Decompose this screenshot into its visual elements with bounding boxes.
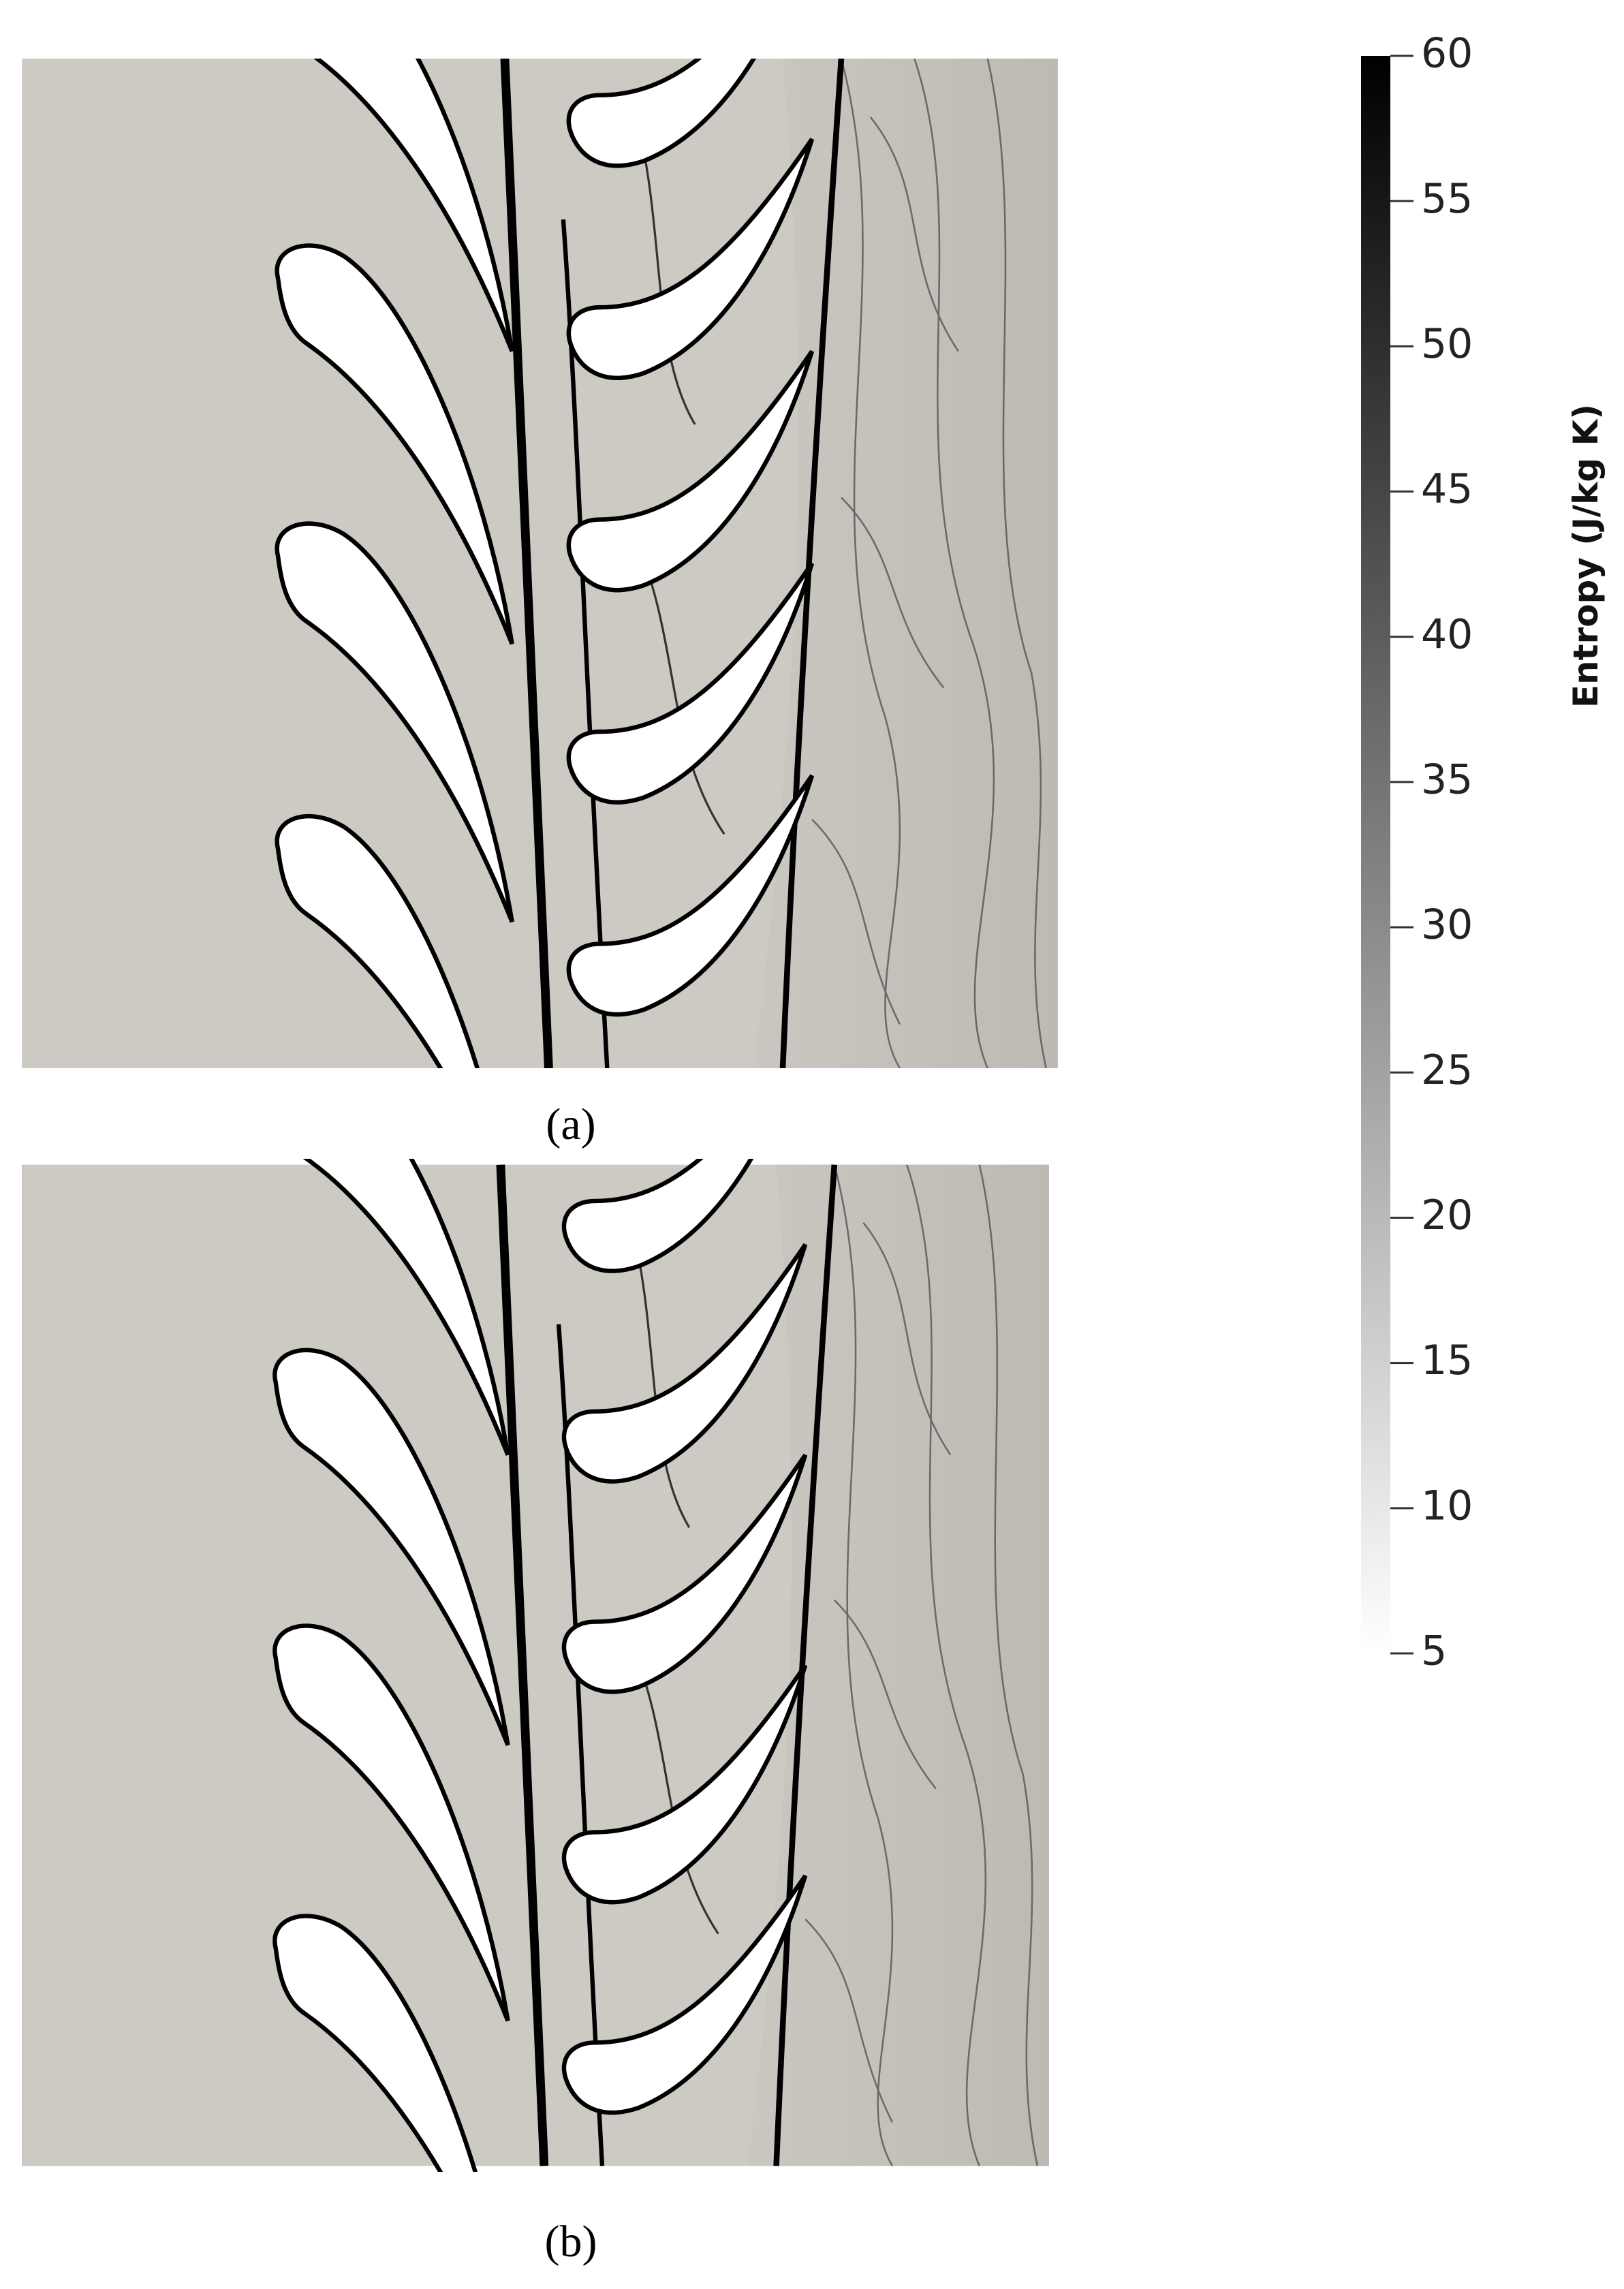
panel-b-contour	[22, 1034, 1049, 2286]
tick-label: 15	[1421, 1337, 1473, 1384]
tick-label: 20	[1421, 1192, 1473, 1239]
panel-label: (b)	[545, 2217, 597, 2267]
tick-label: 45	[1421, 465, 1473, 513]
tick-label: 10	[1421, 1482, 1473, 1529]
colorbar-ticks: 5 10 15 20 25 30 35 40 45 50 55 60	[1390, 30, 1473, 1675]
tick-label: 30	[1421, 901, 1473, 949]
tick-label: 40	[1421, 610, 1473, 658]
tick-label: 50	[1421, 320, 1473, 368]
tick-label: 35	[1421, 756, 1473, 804]
tick-label: 5	[1421, 1628, 1447, 1675]
panel-a-contour	[22, 0, 1058, 1215]
panel-label: (a)	[546, 1100, 595, 1149]
colorbar-title: Entropy (J/kg K)	[1566, 404, 1606, 708]
colorbar	[1361, 56, 1390, 1653]
tick-label: 25	[1421, 1046, 1473, 1094]
tick-label: 55	[1421, 175, 1473, 223]
tick-label: 60	[1421, 30, 1473, 78]
